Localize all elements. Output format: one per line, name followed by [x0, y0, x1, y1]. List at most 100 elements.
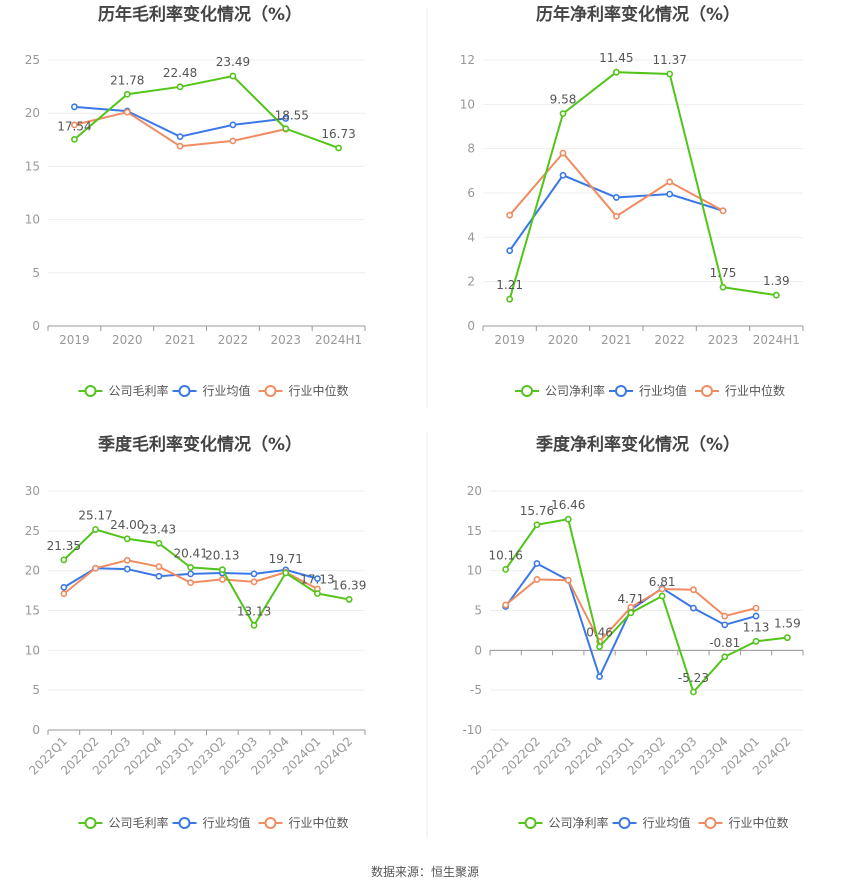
- data-point: [721, 612, 729, 620]
- y-tick-label: 5: [474, 604, 482, 618]
- y-tick-label: 25: [25, 53, 40, 67]
- data-label: 21.78: [110, 73, 144, 87]
- y-tick-label: 12: [460, 53, 475, 67]
- legend-item: 行业中位数: [695, 383, 785, 398]
- x-tick-label: 2022: [218, 333, 249, 347]
- legend-item: 行业均值: [612, 815, 691, 830]
- data-point: [612, 68, 620, 76]
- legend-label: 公司净利率: [545, 383, 605, 398]
- series-company: 1.21 9.58 11.45 11.37 1.75 1.39: [496, 51, 790, 303]
- data-point: [123, 565, 131, 573]
- data-label: 19.71: [269, 552, 303, 566]
- y-tick-label: 20: [25, 106, 40, 120]
- data-label: 16.39: [332, 578, 366, 592]
- data-label: 20.41: [173, 546, 207, 560]
- data-label: 9.58: [550, 93, 577, 107]
- data-point: [658, 585, 666, 593]
- y-tick-label: 20: [25, 564, 40, 578]
- chart-panel-1: 历年毛利率变化情况（%） 0 5 10 15 20 25 2019 2020 2021 2022 20…: [25, 4, 366, 398]
- legend-label: 行业中位数: [289, 383, 349, 398]
- data-point: [282, 115, 290, 122]
- data-point: [250, 578, 258, 586]
- y-tick-label: 5: [32, 266, 40, 280]
- data-point: [187, 579, 195, 587]
- data-point: [666, 70, 674, 78]
- data-point: [335, 144, 342, 152]
- data-point: [282, 125, 290, 133]
- legend-marker: [178, 817, 191, 829]
- data-point: [506, 211, 514, 219]
- y-tick-label: 30: [25, 484, 40, 498]
- x-tick-label: 2019: [59, 333, 90, 347]
- y-tick-label: 15: [25, 159, 40, 173]
- data-point: [176, 83, 184, 91]
- data-label: 4.71: [617, 592, 644, 606]
- x-tick-label: 2020: [112, 333, 143, 347]
- legend-label: 行业均值: [639, 383, 687, 398]
- data-point: [506, 295, 514, 303]
- data-point: [502, 601, 510, 609]
- y-tick-label: 0: [32, 319, 40, 333]
- y-tick-label: 4: [467, 230, 475, 244]
- y-tick-label: -10: [462, 723, 482, 737]
- data-point: [596, 643, 603, 651]
- data-point: [176, 142, 184, 150]
- data-point: [60, 590, 68, 598]
- chart-panel-2: 历年净利率变化情况（%） 0 2 4 6 8 10 12 2019 2020 2021 2022 202…: [460, 4, 804, 398]
- legend-label: 公司毛利率: [109, 383, 169, 398]
- y-tick-label: 15: [25, 604, 40, 618]
- data-label: 21.35: [47, 539, 81, 553]
- data-point: [71, 121, 78, 129]
- data-point: [752, 612, 760, 620]
- series-industry-median: [502, 576, 760, 645]
- legend-label: 公司毛利率: [109, 815, 169, 830]
- series-line: [74, 111, 286, 148]
- data-label: 22.48: [163, 66, 197, 80]
- chart-title: 历年毛利率变化情况（%）: [98, 4, 302, 25]
- data-label: 10.16: [488, 548, 522, 562]
- x-tick-label: 2019: [494, 333, 525, 347]
- data-point: [612, 194, 620, 201]
- data-point: [155, 572, 163, 580]
- data-label: 1.59: [774, 617, 801, 631]
- data-label: 16.73: [321, 127, 355, 141]
- y-tick-label: 15: [467, 524, 482, 538]
- legend-label: 行业中位数: [289, 815, 349, 830]
- data-point: [176, 133, 184, 141]
- data-label: 0.46: [586, 626, 613, 640]
- data-point: [60, 583, 68, 591]
- series-line: [508, 71, 777, 300]
- chart-title: 季度毛利率变化情况（%）: [98, 434, 302, 455]
- data-point: [658, 592, 666, 600]
- legend-item: 行业均值: [609, 383, 687, 398]
- data-point: [559, 171, 567, 179]
- data-point: [596, 673, 603, 681]
- data-point: [719, 207, 727, 215]
- legend-item: 行业中位数: [698, 815, 789, 830]
- y-tick-label: 10: [467, 564, 482, 578]
- data-point: [345, 596, 353, 603]
- data-point: [533, 521, 541, 529]
- data-point: [229, 137, 237, 145]
- data-point: [187, 570, 195, 578]
- data-point: [533, 560, 541, 567]
- data-point: [564, 515, 572, 523]
- y-tick-label: 10: [25, 213, 40, 227]
- x-tick-label: 2020: [548, 333, 579, 347]
- x-tick-label: 2024H1: [753, 333, 800, 347]
- data-label: 25.17: [78, 508, 112, 522]
- data-point: [719, 283, 727, 291]
- data-point: [250, 621, 258, 629]
- series-industry-median: [71, 108, 290, 150]
- data-point: [71, 135, 78, 143]
- y-tick-label: 0: [467, 319, 475, 333]
- data-label: 16.46: [551, 498, 585, 512]
- x-tick-label: 2022: [654, 333, 685, 347]
- chart-title: 历年净利率变化情况（%）: [536, 4, 740, 25]
- data-point: [502, 565, 510, 573]
- legend-label: 行业均值: [203, 815, 251, 830]
- data-point: [666, 178, 674, 186]
- data-label: -0.81: [709, 636, 740, 650]
- legend-item: 公司毛利率: [78, 383, 169, 398]
- legend-marker: [264, 817, 277, 829]
